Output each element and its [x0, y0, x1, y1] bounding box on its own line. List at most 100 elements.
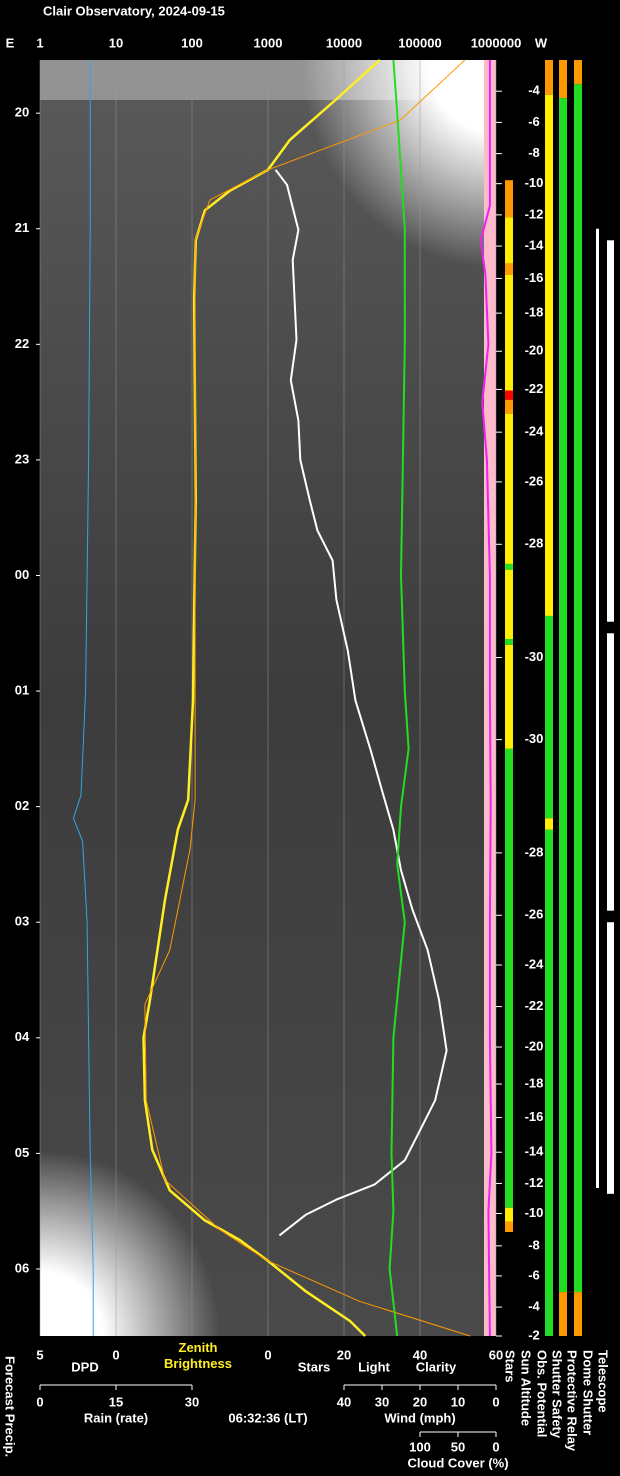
status-segment: [505, 180, 513, 218]
status-segment: [505, 639, 513, 645]
x-tick-label: 100: [181, 35, 203, 50]
status-label: Obs. Potential: [535, 1350, 550, 1437]
axis-tick-label: 0: [492, 1439, 499, 1454]
status-label: Dome Shutter: [581, 1350, 596, 1435]
status-segment: [574, 84, 582, 1293]
axis-tick-label: 5: [36, 1347, 43, 1362]
series-line: [274, 169, 448, 1237]
y-tick-label: 23: [15, 451, 29, 466]
status-segment: [545, 94, 553, 616]
status-segment: [545, 829, 553, 1336]
x-tick-label: 10: [109, 35, 123, 50]
sun-altitude-label: -24: [525, 424, 545, 439]
sun-altitude-label: -12: [525, 206, 544, 221]
status-segment: [574, 60, 582, 85]
status-label: Protective Relay: [565, 1350, 580, 1452]
status-segment: [559, 98, 567, 1293]
status-segment: [505, 748, 513, 1208]
sun-altitude-label: -6: [528, 114, 540, 129]
status-segment: [505, 217, 513, 264]
west-label: W: [535, 35, 548, 50]
sun-altitude-label: -20: [525, 1038, 544, 1053]
y-tick-label: 01: [15, 683, 29, 698]
sun-altitude-label: -2: [528, 1327, 540, 1342]
sun-altitude-label: -10: [525, 175, 544, 190]
sunset-glow: [280, 60, 496, 290]
time-label: 06:32:36 (LT): [228, 1410, 307, 1425]
axis-tick-label: 20: [337, 1347, 351, 1362]
sun-altitude-label: -30: [525, 731, 544, 746]
sun-altitude-label: -18: [525, 1075, 544, 1090]
status-segment: [505, 1207, 513, 1222]
axis-tick-label: 0: [36, 1394, 43, 1409]
y-tick-label: 22: [15, 336, 29, 351]
status-label: Telescope: [596, 1350, 611, 1413]
chart-title: Clair Observatory, 2024-09-15: [43, 3, 225, 18]
status-segment: [505, 569, 513, 640]
status-segment: [596, 228, 599, 1189]
sun-altitude-label: -6: [528, 1267, 540, 1282]
y-tick-label: 03: [15, 914, 29, 929]
status-segment: [505, 413, 513, 564]
sun-altitude-label: -14: [525, 238, 545, 253]
status-label: Sun Altitude: [519, 1350, 534, 1426]
x-tick-label: 1: [36, 35, 43, 50]
sun-altitude-label: -12: [525, 1175, 544, 1190]
sun-altitude-label: -28: [525, 536, 544, 551]
status-segment: [505, 1221, 513, 1232]
y-tick-label: 00: [15, 567, 29, 582]
status-label: Shutter Safety: [550, 1350, 565, 1439]
series-line: [388, 59, 410, 1337]
sun-altitude-label: -10: [525, 1205, 544, 1220]
sun-altitude-label: -4: [528, 83, 540, 98]
sun-altitude-label: -26: [525, 473, 544, 488]
sun-altitude-label: -20: [525, 343, 544, 358]
status-segment: [559, 60, 567, 99]
axis-tick-label: 60: [489, 1347, 503, 1362]
x-tick-label: 10000: [326, 35, 362, 50]
status-segment: [505, 263, 513, 275]
status-segment: [545, 60, 553, 95]
zenith-label: Zenith Brightness: [164, 1340, 232, 1371]
status-segment: [505, 390, 513, 400]
status-segment: [505, 274, 513, 391]
sun-altitude-label: -22: [525, 998, 544, 1013]
axis-tick-label: 10: [451, 1394, 465, 1409]
y-tick-label: 05: [15, 1145, 29, 1160]
axis-tick-label: 50: [451, 1439, 465, 1454]
x-tick-label: 100000: [398, 35, 441, 50]
y-tick-label: 20: [15, 105, 29, 120]
status-label: Stars: [503, 1350, 518, 1383]
sun-altitude-label: -8: [528, 145, 540, 160]
sun-altitude-label: -26: [525, 907, 544, 922]
axis-tick-label: 0: [264, 1347, 271, 1362]
sun-altitude-label: -16: [525, 1109, 544, 1124]
series-line: [72, 60, 94, 1336]
status-segment: [607, 633, 614, 911]
legend-label: DPD: [71, 1359, 98, 1374]
axis-tick-label: 30: [375, 1394, 389, 1409]
series-line: [142, 59, 381, 1337]
x-tick-label: 1000000: [471, 35, 522, 50]
series-line: [479, 60, 493, 1337]
series-line: [144, 59, 471, 1337]
axis-tick-label: 20: [413, 1394, 427, 1409]
status-segment: [505, 399, 513, 414]
y-tick-label: 02: [15, 798, 29, 813]
y-tick-label: 04: [15, 1029, 30, 1044]
sun-altitude-label: -16: [525, 270, 544, 285]
status-segment: [574, 1292, 582, 1336]
axis-tick-label: 30: [185, 1394, 199, 1409]
axis-name: Rain (rate): [84, 1410, 148, 1425]
sun-altitude-label: -18: [525, 305, 544, 320]
status-segment: [545, 615, 553, 819]
legend-label: Clarity: [416, 1359, 457, 1374]
axis-tick-label: 0: [492, 1394, 499, 1409]
axis-tick-label: 40: [337, 1394, 351, 1409]
status-segment: [505, 644, 513, 749]
sun-altitude-label: -24: [525, 956, 545, 971]
axis-tick-label: 40: [413, 1347, 427, 1362]
sun-altitude-label: -28: [525, 844, 544, 859]
